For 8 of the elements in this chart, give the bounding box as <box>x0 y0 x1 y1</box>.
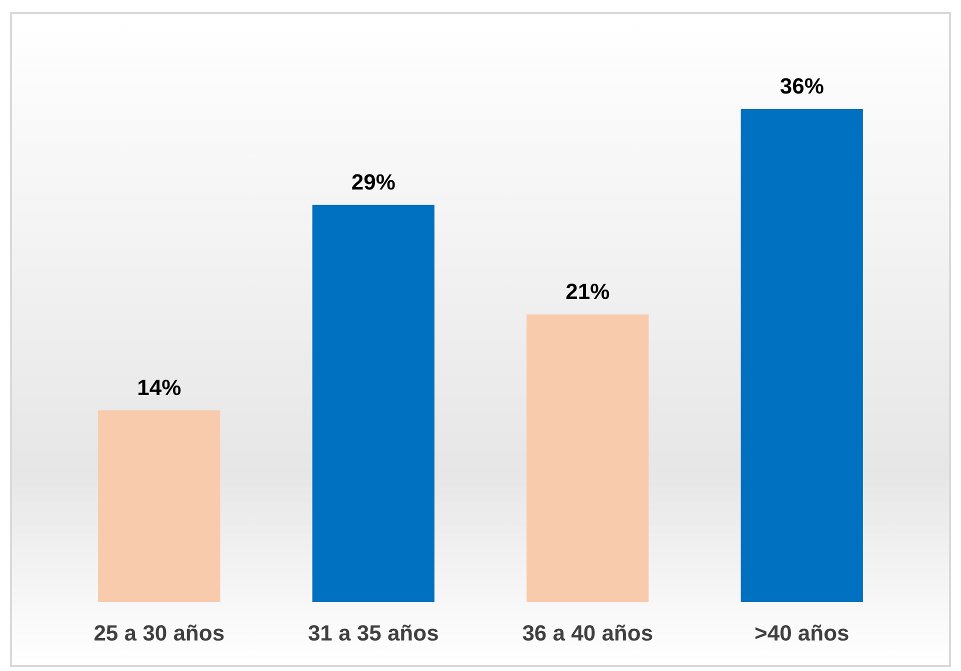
data-label: 21% <box>566 278 610 304</box>
x-tick-label: 25 a 30 años <box>94 620 225 646</box>
data-label: 14% <box>137 374 182 400</box>
x-tick-label: 31 a 35 años <box>308 620 439 646</box>
data-label: 29% <box>351 169 396 194</box>
x-tick-label: 36 a 40 años <box>522 620 654 646</box>
x-tick-label: >40 años <box>754 620 850 646</box>
data-label: 36% <box>780 74 824 98</box>
